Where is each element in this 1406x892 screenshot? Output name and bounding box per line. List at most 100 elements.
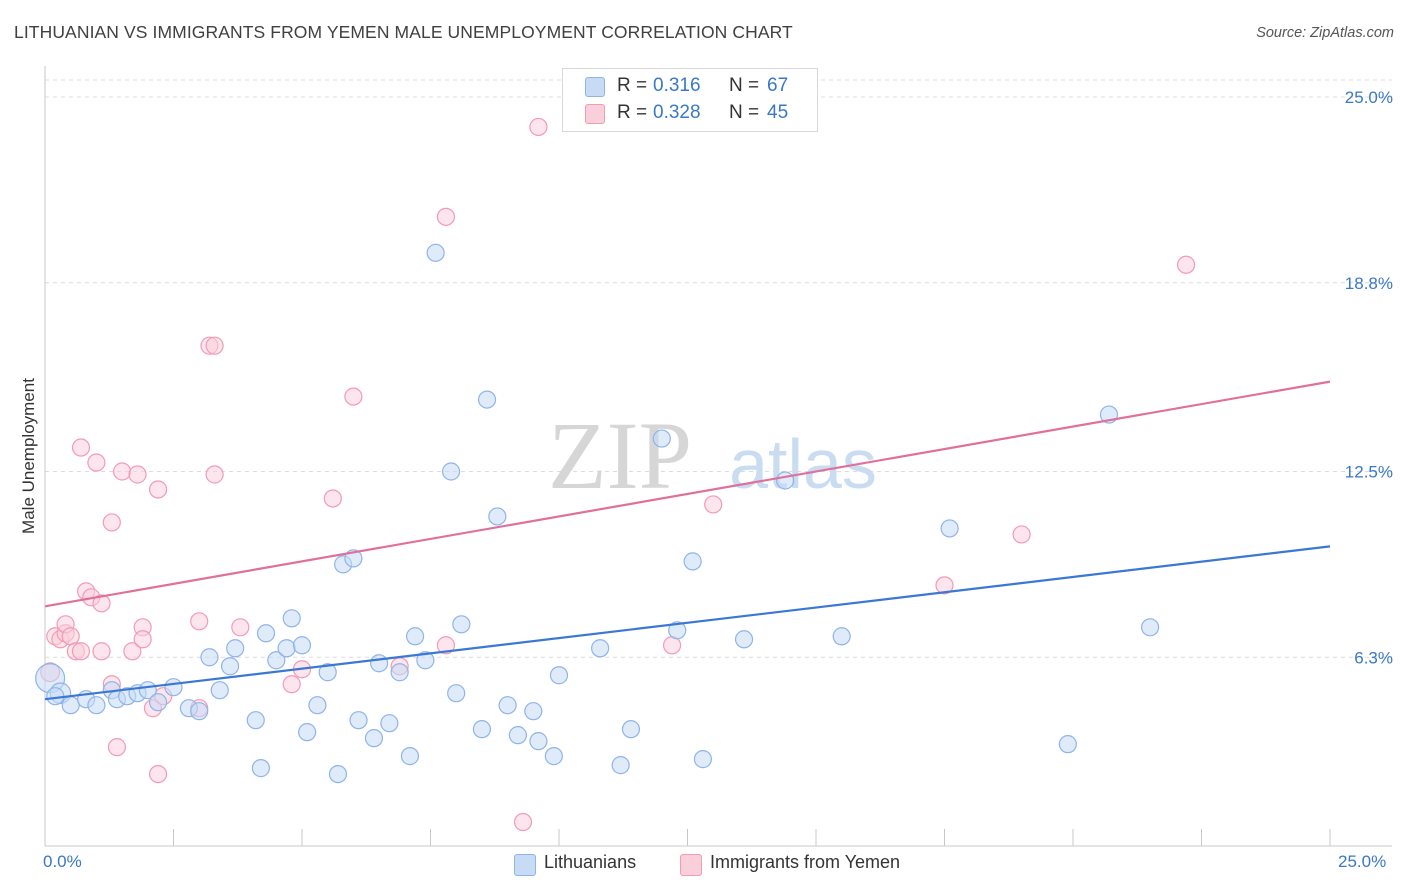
point-lithuanians (220, 657, 240, 676)
point-lithuanians (591, 639, 610, 658)
trendline-lithuanians (44, 545, 1331, 701)
series-yemen-points (40, 117, 1196, 832)
point-lithuanians (447, 684, 466, 703)
point-lithuanians (611, 756, 630, 775)
point-lithuanians (544, 747, 563, 766)
y-tick-label: 6.3% (1354, 648, 1393, 667)
point-lithuanians (734, 630, 754, 649)
chart-title: LITHUANIAN VS IMMIGRANTS FROM YEMEN MALE… (14, 22, 793, 42)
point-lithuanians (200, 648, 219, 667)
point-yemen (513, 812, 533, 832)
point-lithuanians (693, 750, 713, 769)
point-lithuanians (282, 609, 301, 628)
point-lithuanians (246, 711, 265, 730)
point-lithuanians (477, 390, 497, 409)
point-lithuanians (308, 696, 327, 715)
point-lithuanians (318, 663, 337, 682)
point-yemen (205, 465, 224, 484)
legend-r-label: R = (617, 102, 648, 123)
point-lithuanians (621, 720, 641, 739)
point-lithuanians (267, 651, 286, 670)
point-lithuanians (508, 726, 527, 745)
trendlines (44, 380, 1331, 701)
point-lithuanians (1058, 735, 1077, 754)
point-yemen (935, 576, 954, 595)
y-tick-label: 18.8% (1345, 274, 1393, 293)
point-yemen (112, 462, 132, 481)
point-yemen (128, 465, 147, 484)
bottom-legend-swatch-lithuanians (514, 854, 536, 876)
point-lithuanians (498, 696, 517, 715)
point-lithuanians (652, 429, 671, 448)
point-lithuanians (210, 681, 229, 700)
point-yemen (231, 618, 250, 637)
point-yemen (436, 636, 456, 655)
point-lithuanians (349, 711, 368, 730)
point-yemen (71, 642, 91, 661)
point-yemen (148, 764, 168, 784)
legend-r-value: 0.328 (653, 102, 701, 123)
watermark: ZIP atlas (548, 402, 877, 509)
source-label: Source: ZipAtlas.com (1256, 25, 1394, 41)
point-lithuanians (364, 729, 384, 748)
bottom-legend-swatch-yemen (680, 854, 702, 876)
y-tick-labels: 6.3% 12.5% 18.8% 25.0% (1345, 88, 1393, 667)
point-lithuanians (292, 636, 312, 655)
point-lithuanians (256, 624, 276, 643)
legend-swatch-lithuanians (585, 77, 605, 97)
point-yemen (190, 612, 209, 631)
point-lithuanians (251, 759, 270, 778)
point-lithuanians (776, 471, 795, 490)
point-yemen (92, 594, 111, 613)
point-yemen (102, 513, 121, 532)
point-lithuanians (277, 639, 296, 658)
point-lithuanians (529, 732, 548, 751)
point-lithuanians (190, 702, 209, 721)
point-yemen (92, 642, 111, 661)
point-lithuanians (426, 243, 445, 262)
x-tick-max: 25.0% (1338, 852, 1387, 871)
point-yemen (205, 336, 224, 355)
watermark-atlas: atlas (729, 425, 877, 503)
legend-r-value: 0.316 (653, 75, 701, 96)
point-lithuanians (1140, 618, 1160, 637)
point-yemen (344, 387, 363, 406)
point-lithuanians (488, 507, 507, 526)
point-lithuanians (400, 747, 420, 766)
point-yemen (704, 495, 723, 514)
legend-n-label: N = (729, 75, 760, 96)
x-tick-min: 0.0% (43, 852, 82, 871)
point-lithuanians (683, 552, 702, 571)
point-lithuanians (940, 519, 959, 538)
point-lithuanians (416, 651, 435, 670)
point-lithuanians (472, 720, 491, 739)
point-lithuanians (226, 639, 245, 658)
point-lithuanians (370, 654, 389, 673)
point-yemen (133, 630, 152, 649)
point-lithuanians (524, 702, 543, 721)
point-lithuanians (164, 678, 183, 697)
point-lithuanians (441, 462, 461, 481)
point-yemen (123, 642, 142, 661)
point-yemen (323, 489, 342, 508)
axes (44, 66, 1392, 847)
bottom-legend-label-yemen: Immigrants from Yemen (710, 852, 901, 872)
point-lithuanians (87, 696, 106, 715)
point-yemen (436, 207, 456, 226)
point-lithuanians (668, 621, 687, 640)
point-yemen (87, 453, 106, 472)
point-lithuanians (405, 627, 425, 646)
point-yemen (529, 117, 548, 137)
point-lithuanians (61, 696, 80, 715)
point-lithuanians (549, 666, 569, 685)
legend-swatch-yemen (585, 104, 605, 124)
legend-r-label: R = (617, 75, 648, 96)
point-yemen (282, 675, 301, 694)
legend-n-value: 67 (767, 75, 789, 96)
point-lithuanians (832, 627, 851, 646)
correlation-legend: R = 0.316 N = 67 R = 0.328 N = 45 (562, 68, 818, 132)
point-yemen (1176, 255, 1196, 274)
y-tick-label: 12.5% (1345, 463, 1393, 482)
point-yemen (107, 738, 127, 757)
